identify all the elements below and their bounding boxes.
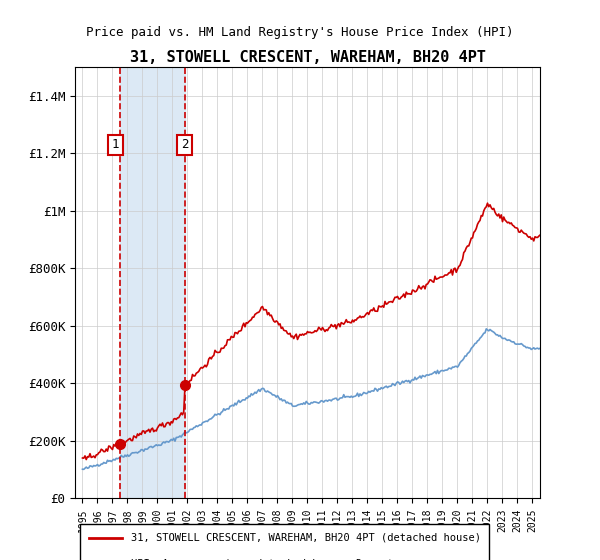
- FancyBboxPatch shape: [80, 524, 489, 560]
- Text: 1: 1: [112, 138, 119, 151]
- Text: Price paid vs. HM Land Registry's House Price Index (HPI): Price paid vs. HM Land Registry's House …: [86, 26, 514, 39]
- Text: 31, STOWELL CRESCENT, WAREHAM, BH20 4PT (detached house): 31, STOWELL CRESCENT, WAREHAM, BH20 4PT …: [131, 533, 481, 543]
- Text: 2: 2: [181, 138, 188, 151]
- Title: 31, STOWELL CRESCENT, WAREHAM, BH20 4PT: 31, STOWELL CRESCENT, WAREHAM, BH20 4PT: [130, 50, 485, 64]
- Bar: [120, 67, 185, 498]
